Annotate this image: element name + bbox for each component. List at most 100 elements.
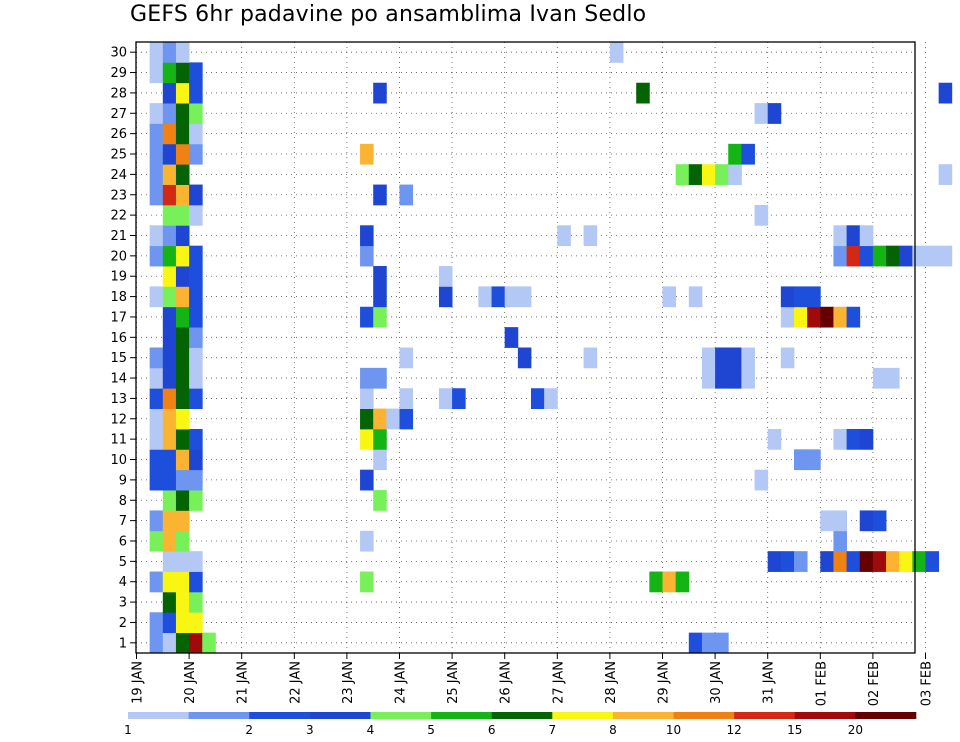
heatmap-cell [780,286,795,308]
heatmap-cell [820,551,834,572]
heatmap-cell [162,143,177,165]
heatmap-cell [149,530,164,552]
y-tick-label: 10 [110,453,127,468]
heatmap-cell [175,388,190,409]
heatmap-cell [754,469,769,491]
heatmap-cell [872,510,887,532]
y-tick-label: 19 [110,270,127,285]
heatmap-cell [175,103,190,124]
heatmap-cell [609,42,624,63]
heatmap-cell [175,184,190,206]
heatmap-cell [175,245,190,267]
y-tick-label: 7 [119,514,127,529]
y-tick-label: 25 [110,148,127,163]
heatmap-cell [175,62,190,84]
y-tick-label: 30 [110,46,127,61]
x-tick-label: 31 JAN [762,661,777,704]
heatmap-cell [833,510,847,532]
heatmap-cell [189,103,203,124]
heatmap-cell [189,612,203,634]
heatmap-cell [162,245,177,267]
heatmap-cell [399,408,414,430]
y-tick-label: 22 [110,209,127,224]
heatmap-cell [675,164,690,185]
heatmap-cell [162,530,177,552]
heatmap-cell [149,286,164,308]
heatmap-cell [807,286,821,308]
heatmap-cell [162,42,177,63]
heatmap-cell [846,551,861,572]
heatmap-cell [504,327,519,348]
heatmap-cell [360,245,374,267]
heatmap-cell [859,510,874,532]
heatmap-cell [491,286,506,308]
heatmap-cell [517,347,532,369]
heatmap-cell [899,551,913,572]
heatmap-cell [438,388,453,409]
heatmap-cell [872,367,887,389]
heatmap-cell [859,245,874,267]
heatmap-cell [162,225,177,247]
heatmap-cell [583,225,598,247]
heatmap-cell [149,245,164,267]
heatmap-cell [912,551,926,572]
heatmap-cell [780,551,795,572]
heatmap-cell [373,82,387,104]
heatmap-cell [925,551,940,572]
heatmap-cell [175,449,190,471]
y-tick-label: 14 [110,372,127,387]
heatmap-cell [833,225,847,247]
heatmap-cell [149,123,164,145]
heatmap-cell [162,612,177,634]
heatmap-cell [373,367,387,389]
heatmap-cell [662,571,677,593]
heatmap-cell [794,551,808,572]
heatmap-cell [360,388,374,409]
heatmap-cell [162,103,177,124]
colorbar: 1 2 3 4 5 6 7 8 10 12 15 20 [124,712,917,737]
x-tick-label: 01 FEB [814,661,829,706]
heatmap-cell [938,82,953,104]
plot-frame [135,41,916,654]
heatmap-cell [636,82,650,104]
heatmap-cell [478,286,492,308]
heatmap-cell [149,164,164,185]
x-tick-label: 25 JAN [446,661,461,704]
heatmap-cell [886,245,900,267]
heatmap-cell [360,571,374,593]
heatmap-cell [162,123,177,145]
heatmap-cell [386,408,400,430]
heatmap-cell [859,225,874,247]
heatmap-cell [846,428,861,450]
heatmap-cell [175,490,190,511]
colorbar-label: 1 [124,723,132,737]
heatmap-cell [175,591,190,613]
heatmap-cell [820,306,834,328]
heatmap-cell [162,62,177,84]
y-tick-label: 26 [110,127,127,142]
heatmap-cell [189,245,203,267]
heatmap-cell [189,143,203,165]
y-tick-label: 18 [110,290,127,305]
heatmap-cell [175,143,190,165]
heatmap-cell [175,367,190,389]
y-tick-label: 8 [119,494,127,509]
heatmap-cell [189,327,203,348]
heatmap-cell [175,123,190,145]
heatmap-cell [373,490,387,511]
y-tick-label: 4 [119,575,127,590]
heatmap-cell [175,551,190,572]
colorbar-segment [249,712,311,719]
heatmap-cell [701,164,716,185]
heatmap-cell [859,428,874,450]
colorbar-segment [673,712,735,719]
heatmap-cell [162,551,177,572]
heatmap-cell [162,347,177,369]
heatmap-cell [360,428,374,450]
colorbar-label: 10 [666,723,681,737]
x-tick-label: 30 JAN [709,661,724,704]
heatmap-cell [360,530,374,552]
heatmap-cell [162,266,177,287]
y-tick-label: 23 [110,188,127,203]
heatmap-cell [149,449,164,471]
